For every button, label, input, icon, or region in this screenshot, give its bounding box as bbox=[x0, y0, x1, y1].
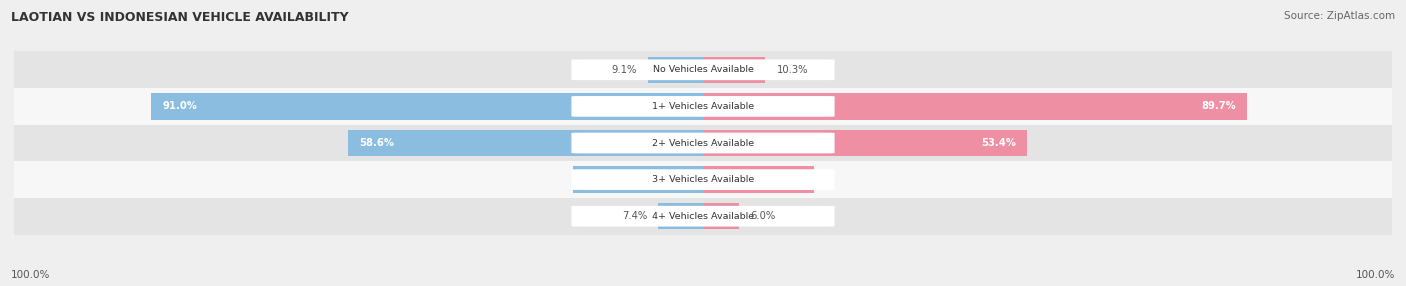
Text: 100.0%: 100.0% bbox=[11, 270, 51, 280]
Text: 6.0%: 6.0% bbox=[751, 211, 776, 221]
Text: 18.3%: 18.3% bbox=[768, 175, 803, 184]
Text: 21.5%: 21.5% bbox=[583, 175, 619, 184]
Bar bbox=[14, 125, 1392, 161]
Bar bbox=[703, 130, 1026, 156]
Text: 91.0%: 91.0% bbox=[162, 102, 197, 111]
Bar bbox=[703, 166, 814, 193]
Bar bbox=[347, 130, 703, 156]
Bar bbox=[14, 198, 1392, 235]
Text: Source: ZipAtlas.com: Source: ZipAtlas.com bbox=[1284, 11, 1395, 21]
FancyBboxPatch shape bbox=[571, 59, 835, 80]
FancyBboxPatch shape bbox=[571, 96, 835, 117]
Bar bbox=[14, 51, 1392, 88]
FancyBboxPatch shape bbox=[571, 169, 835, 190]
Text: 58.6%: 58.6% bbox=[359, 138, 394, 148]
Text: 100.0%: 100.0% bbox=[1355, 270, 1395, 280]
Text: 10.3%: 10.3% bbox=[776, 65, 808, 75]
Text: LAOTIAN VS INDONESIAN VEHICLE AVAILABILITY: LAOTIAN VS INDONESIAN VEHICLE AVAILABILI… bbox=[11, 11, 349, 24]
Text: 7.4%: 7.4% bbox=[621, 211, 647, 221]
Text: 53.4%: 53.4% bbox=[981, 138, 1015, 148]
Text: 9.1%: 9.1% bbox=[612, 65, 637, 75]
Text: 4+ Vehicles Available: 4+ Vehicles Available bbox=[652, 212, 754, 221]
FancyBboxPatch shape bbox=[571, 133, 835, 153]
Bar bbox=[152, 93, 703, 120]
FancyBboxPatch shape bbox=[571, 206, 835, 227]
Text: 2+ Vehicles Available: 2+ Vehicles Available bbox=[652, 138, 754, 148]
Bar bbox=[703, 93, 1247, 120]
Text: 3+ Vehicles Available: 3+ Vehicles Available bbox=[652, 175, 754, 184]
Text: No Vehicles Available: No Vehicles Available bbox=[652, 65, 754, 74]
Bar bbox=[572, 166, 703, 193]
Bar bbox=[14, 88, 1392, 125]
Bar bbox=[648, 57, 703, 83]
Bar bbox=[658, 203, 703, 229]
Bar bbox=[14, 161, 1392, 198]
Text: 1+ Vehicles Available: 1+ Vehicles Available bbox=[652, 102, 754, 111]
Bar bbox=[703, 203, 740, 229]
Bar bbox=[703, 57, 765, 83]
Text: 89.7%: 89.7% bbox=[1201, 102, 1236, 111]
